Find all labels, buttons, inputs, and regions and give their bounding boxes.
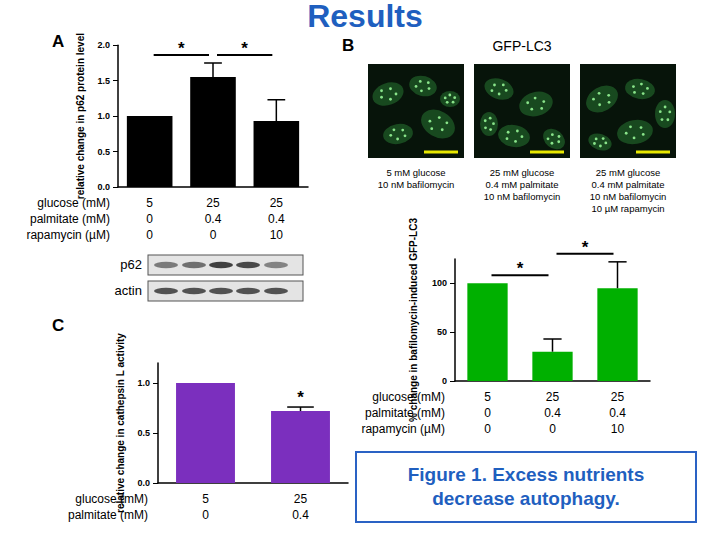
html-text:10 nM bafilomycin: 10 nM bafilomycin [483,191,561,202]
svg-text:*: * [582,238,589,257]
svg-text:0: 0 [484,406,491,420]
html-text:B: B [342,36,355,55]
svg-text:*: * [517,259,524,278]
html-text:rapamycin (µM): rapamycin (µM) [26,228,110,242]
svg-text:0.4: 0.4 [544,406,561,420]
html-text:5 mM glucose: 5 mM glucose [386,167,446,178]
svg-text:*: * [241,39,248,58]
svg-text:5: 5 [146,196,153,210]
svg-text:0.0: 0.0 [97,182,110,192]
svg-text:0: 0 [210,228,217,242]
svg-text:5: 5 [202,492,209,506]
html-text:glucose (mM): glucose (mM) [37,196,110,210]
svg-text:0: 0 [484,422,491,436]
svg-text:0: 0 [442,376,447,386]
html-text:10 µM rapamycin: 10 µM rapamycin [591,203,665,214]
html-text:palmitate (mM): palmitate (mM) [68,508,148,522]
svg-text:*: * [178,39,185,58]
svg-text:1.5: 1.5 [97,76,110,86]
html-text:glucose (mM): glucose (mM) [75,492,148,506]
html-text:25 mM glucose: 25 mM glucose [489,167,555,178]
html-text:Figure 1. Excess nutrients dec: Figure 1. Excess nutrients decrease auto… [407,464,645,509]
svg-text:1.0: 1.0 [97,111,110,121]
html-text:rapamycin (µM): rapamycin (µM) [361,422,445,436]
svg-text:0.5: 0.5 [97,147,110,157]
html-text:A: A [52,32,65,51]
svg-text:0: 0 [146,228,153,242]
svg-text:0.0: 0.0 [137,478,150,488]
svg-text:2.0: 2.0 [97,40,110,50]
html-text:10 nM bafilomycin: 10 nM bafilomycin [377,179,455,190]
svg-text:1.0: 1.0 [137,378,150,388]
svg-text:100: 100 [432,278,447,288]
html-text:glucose (mM): glucose (mM) [372,390,445,404]
svg-text:relative change in cathepsin L: relative change in cathepsin L activity [115,333,126,513]
svg-text:% change in bafilomycin-induce: % change in bafilomycin-induced GFP-LC3 [407,218,419,422]
svg-text:5: 5 [484,390,491,404]
svg-text:0.4: 0.4 [292,508,309,522]
svg-text:25: 25 [294,492,308,506]
html-text:C: C [52,316,65,335]
html-text:palmitate (mM): palmitate (mM) [365,406,445,420]
html-text:0.4 mM palmitate: 0.4 mM palmitate [591,179,665,190]
svg-text:0.4: 0.4 [609,406,626,420]
svg-text:relative change in p62 protein: relative change in p62 protein level [75,33,86,199]
html-text:actin: actin [114,283,142,298]
svg-text:50: 50 [437,327,447,337]
svg-text:10: 10 [270,228,284,242]
svg-text:0.5: 0.5 [137,428,150,438]
svg-text:0.4: 0.4 [268,212,285,226]
html-text:p62: p62 [120,257,142,272]
html-text:25 mM glucose: 25 mM glucose [595,167,661,178]
html-text:palmitate (mM): palmitate (mM) [30,212,110,226]
svg-text:*: * [297,388,304,407]
svg-text:25: 25 [206,196,220,210]
svg-text:25: 25 [546,390,560,404]
html-text:GFP-LC3: GFP-LC3 [492,38,552,54]
svg-text:10: 10 [611,422,625,436]
html-text:0.4 mM palmitate: 0.4 mM palmitate [485,179,559,190]
svg-text:25: 25 [270,196,284,210]
svg-text:0: 0 [202,508,209,522]
svg-text:25: 25 [611,390,625,404]
svg-text:0.4: 0.4 [205,212,222,226]
html-text:10 nM bafilomycin: 10 nM bafilomycin [589,191,667,202]
svg-text:0: 0 [146,212,153,226]
svg-text:0: 0 [549,422,556,436]
